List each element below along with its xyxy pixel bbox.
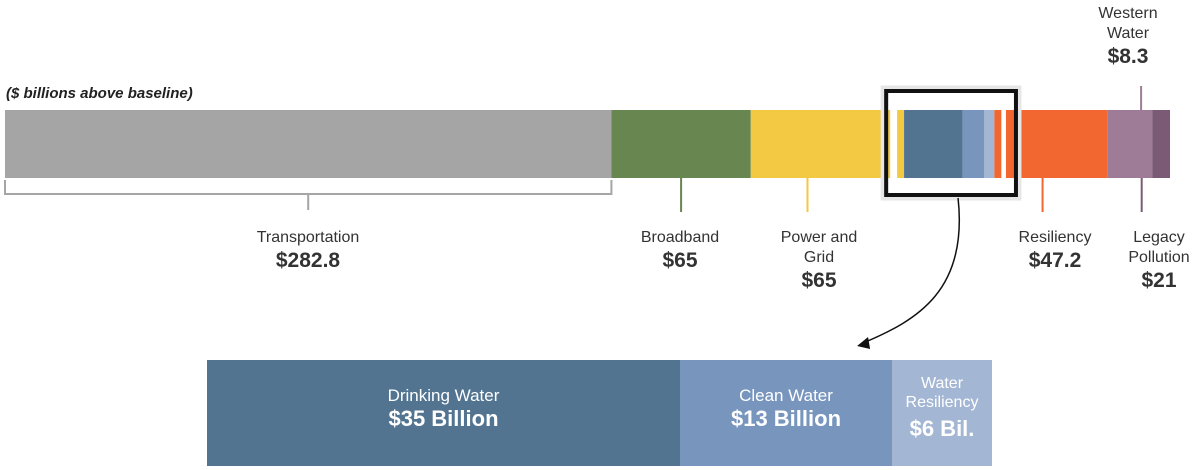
bar-segment-power-and-grid [750, 110, 891, 178]
segment-clean-water: Clean Water $13 Billion [680, 360, 892, 466]
highlight-box [884, 89, 1018, 197]
segment-drinking-water: Drinking Water $35 Billion [207, 360, 680, 466]
label-power-and-grid: Power and Grid $65 [766, 228, 872, 294]
segment-value: $35 Billion [388, 406, 499, 431]
bar-segment-sliver [897, 110, 905, 178]
label-value: $282.8 [275, 249, 341, 272]
label-value: $65 [801, 269, 837, 292]
label-value: $65 [662, 249, 698, 272]
connectors [4, 85, 1143, 349]
label-name: Legacy Pollution [1128, 229, 1190, 266]
bar-segment-legacy-pollution [1107, 110, 1153, 178]
main-bar [5, 110, 1170, 178]
segment-value: $13 Billion [730, 406, 842, 431]
label-resiliency: Resiliency $47.2 [1000, 228, 1110, 274]
label-transportation: Transportation $282.8 [208, 228, 408, 274]
bar-segment-resiliency [1005, 110, 1108, 178]
label-value: $47.2 [1028, 249, 1082, 272]
label-name: Western Water [1098, 5, 1158, 42]
transportation-bracket [4, 180, 613, 210]
label-broadband: Broadband $65 [620, 228, 740, 274]
segment-name: Drinking Water [387, 386, 500, 405]
segment-value: $6 Bil. [909, 416, 975, 442]
chart-subtitle: ($ billions above baseline) [6, 85, 193, 102]
label-name: Broadband [640, 229, 720, 246]
segment-water-resiliency: Water Resiliency $6 Bil. [892, 360, 992, 466]
label-western-water: Western Water $8.3 [1078, 4, 1178, 70]
label-name: Power and Grid [780, 229, 858, 266]
label-name: Resiliency [1018, 229, 1092, 246]
label-value: $8.3 [1107, 45, 1149, 68]
label-value: $21 [1141, 269, 1177, 292]
label-name: Transportation [256, 229, 360, 246]
bar-segment-clean-water [962, 110, 985, 178]
bar-segment-western-water [1152, 110, 1170, 178]
callout-arrow [862, 197, 961, 344]
label-legacy-pollution: Legacy Pollution $21 [1118, 228, 1200, 294]
segment-name: Water Resiliency [905, 375, 979, 412]
bar-segment-water-resiliency [984, 110, 995, 178]
bar-segment-broadband [611, 110, 751, 178]
callout-arrowhead [857, 337, 871, 349]
bar-segment-drinking-water [904, 110, 963, 178]
bar-segment-sliver [994, 110, 1002, 178]
bar-segment-transportation [5, 110, 612, 178]
segment-name: Clean Water [739, 386, 833, 405]
